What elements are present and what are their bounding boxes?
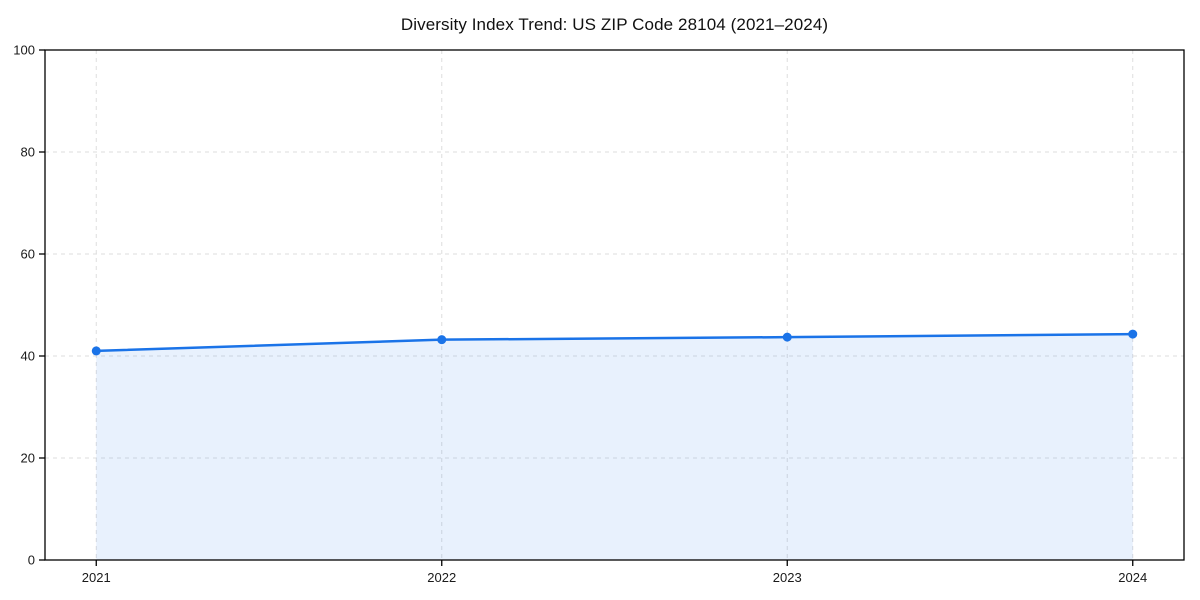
- y-tick-label: 100: [13, 43, 35, 58]
- data-point-2024: [1128, 329, 1138, 339]
- y-tick-label: 80: [21, 145, 35, 160]
- area-fill: [96, 334, 1133, 560]
- x-tick-label: 2021: [82, 570, 111, 585]
- y-tick-label: 20: [21, 451, 35, 466]
- x-tick-label: 2024: [1118, 570, 1147, 585]
- data-point-2023: [782, 332, 792, 342]
- x-tick-label: 2023: [773, 570, 802, 585]
- y-tick-label: 0: [28, 553, 35, 568]
- plot-border: [44, 49, 1185, 561]
- data-point-2021: [91, 346, 101, 356]
- trend-line: [95, 332, 1134, 353]
- y-tick-label: 60: [21, 247, 35, 262]
- x-tick-label: 2022: [427, 570, 456, 585]
- data-point-2022: [437, 335, 447, 345]
- chart-title: Diversity Index Trend: US ZIP Code 28104…: [400, 15, 829, 34]
- y-tick-label: 40: [21, 349, 35, 364]
